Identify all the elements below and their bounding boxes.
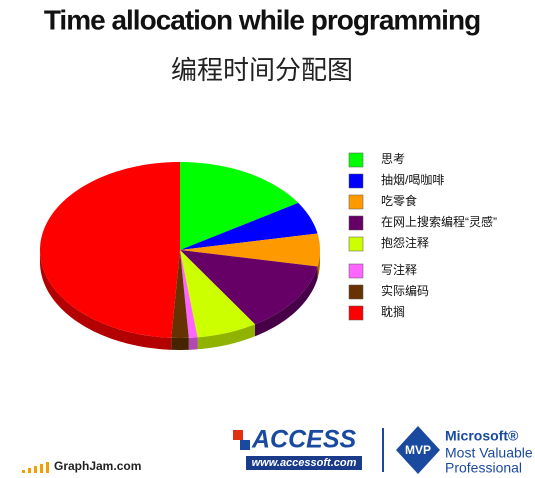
pie-slice-side bbox=[317, 250, 320, 279]
pie bbox=[40, 162, 320, 350]
chart-title: Time allocation while programming bbox=[44, 4, 480, 35]
mvp-logo: MVP Microsoft® Most Valuable Professiona… bbox=[396, 426, 533, 476]
legend-swatch bbox=[348, 305, 364, 321]
access-logo: ACCESS www.accessoft.com bbox=[233, 426, 362, 470]
mvp-company: Microsoft® bbox=[445, 428, 519, 444]
mvp-diamond bbox=[396, 426, 440, 474]
pie-slice bbox=[180, 162, 299, 250]
logo-square bbox=[233, 430, 243, 440]
logo-bar bbox=[34, 466, 37, 473]
legend-label: 写注释 bbox=[381, 262, 417, 277]
legend-label: 思考 bbox=[381, 152, 405, 166]
access-text: ACCESS bbox=[251, 426, 357, 454]
pie-slice bbox=[180, 250, 198, 338]
legend-swatch bbox=[348, 215, 364, 231]
logo-bar bbox=[46, 462, 49, 473]
pie-slice bbox=[171, 250, 189, 338]
mvp-badge: MVP bbox=[405, 443, 431, 457]
pie-slice bbox=[40, 162, 181, 338]
legend-swatch bbox=[348, 284, 364, 300]
mvp-line: Professional bbox=[445, 460, 522, 476]
legend-swatch bbox=[348, 152, 364, 168]
pie-slice-side bbox=[255, 266, 318, 337]
url-bar bbox=[246, 456, 362, 470]
pie-slice-side bbox=[197, 324, 256, 350]
legend-swatch bbox=[348, 263, 364, 279]
pie-slice-side bbox=[40, 250, 172, 350]
pie-slice bbox=[180, 250, 318, 325]
legend-swatch bbox=[348, 173, 364, 189]
legend-label: 在网上搜索编程“灵感” bbox=[381, 214, 497, 229]
pie-slice bbox=[180, 250, 256, 338]
legend-label: 耽搁 bbox=[381, 304, 405, 319]
source: GraphJam.com bbox=[54, 459, 141, 473]
logo-bar bbox=[22, 470, 25, 473]
mvp-line: Most Valuable bbox=[445, 445, 533, 461]
legend-label: 吃零食 bbox=[381, 193, 417, 208]
pie-slice-side bbox=[188, 337, 198, 350]
legend-label: 抱怨注释 bbox=[381, 235, 429, 250]
chart-subtitle: 编程时间分配图 bbox=[171, 55, 353, 85]
legend-swatch bbox=[348, 236, 364, 252]
logo-bar bbox=[40, 464, 43, 473]
logo-square bbox=[240, 440, 250, 450]
pie-slice bbox=[180, 233, 320, 267]
pie-slice bbox=[180, 202, 318, 250]
logo-bar bbox=[28, 468, 31, 473]
pie-slice-side bbox=[171, 337, 189, 350]
legend-swatch bbox=[348, 194, 364, 210]
graphjam-logo: GraphJam.com bbox=[22, 459, 141, 473]
legend-label: 抽烟/喝咖啡 bbox=[381, 172, 444, 187]
access-url: www.accessoft.com bbox=[252, 457, 357, 469]
legend-label: 实际编码 bbox=[381, 283, 429, 298]
